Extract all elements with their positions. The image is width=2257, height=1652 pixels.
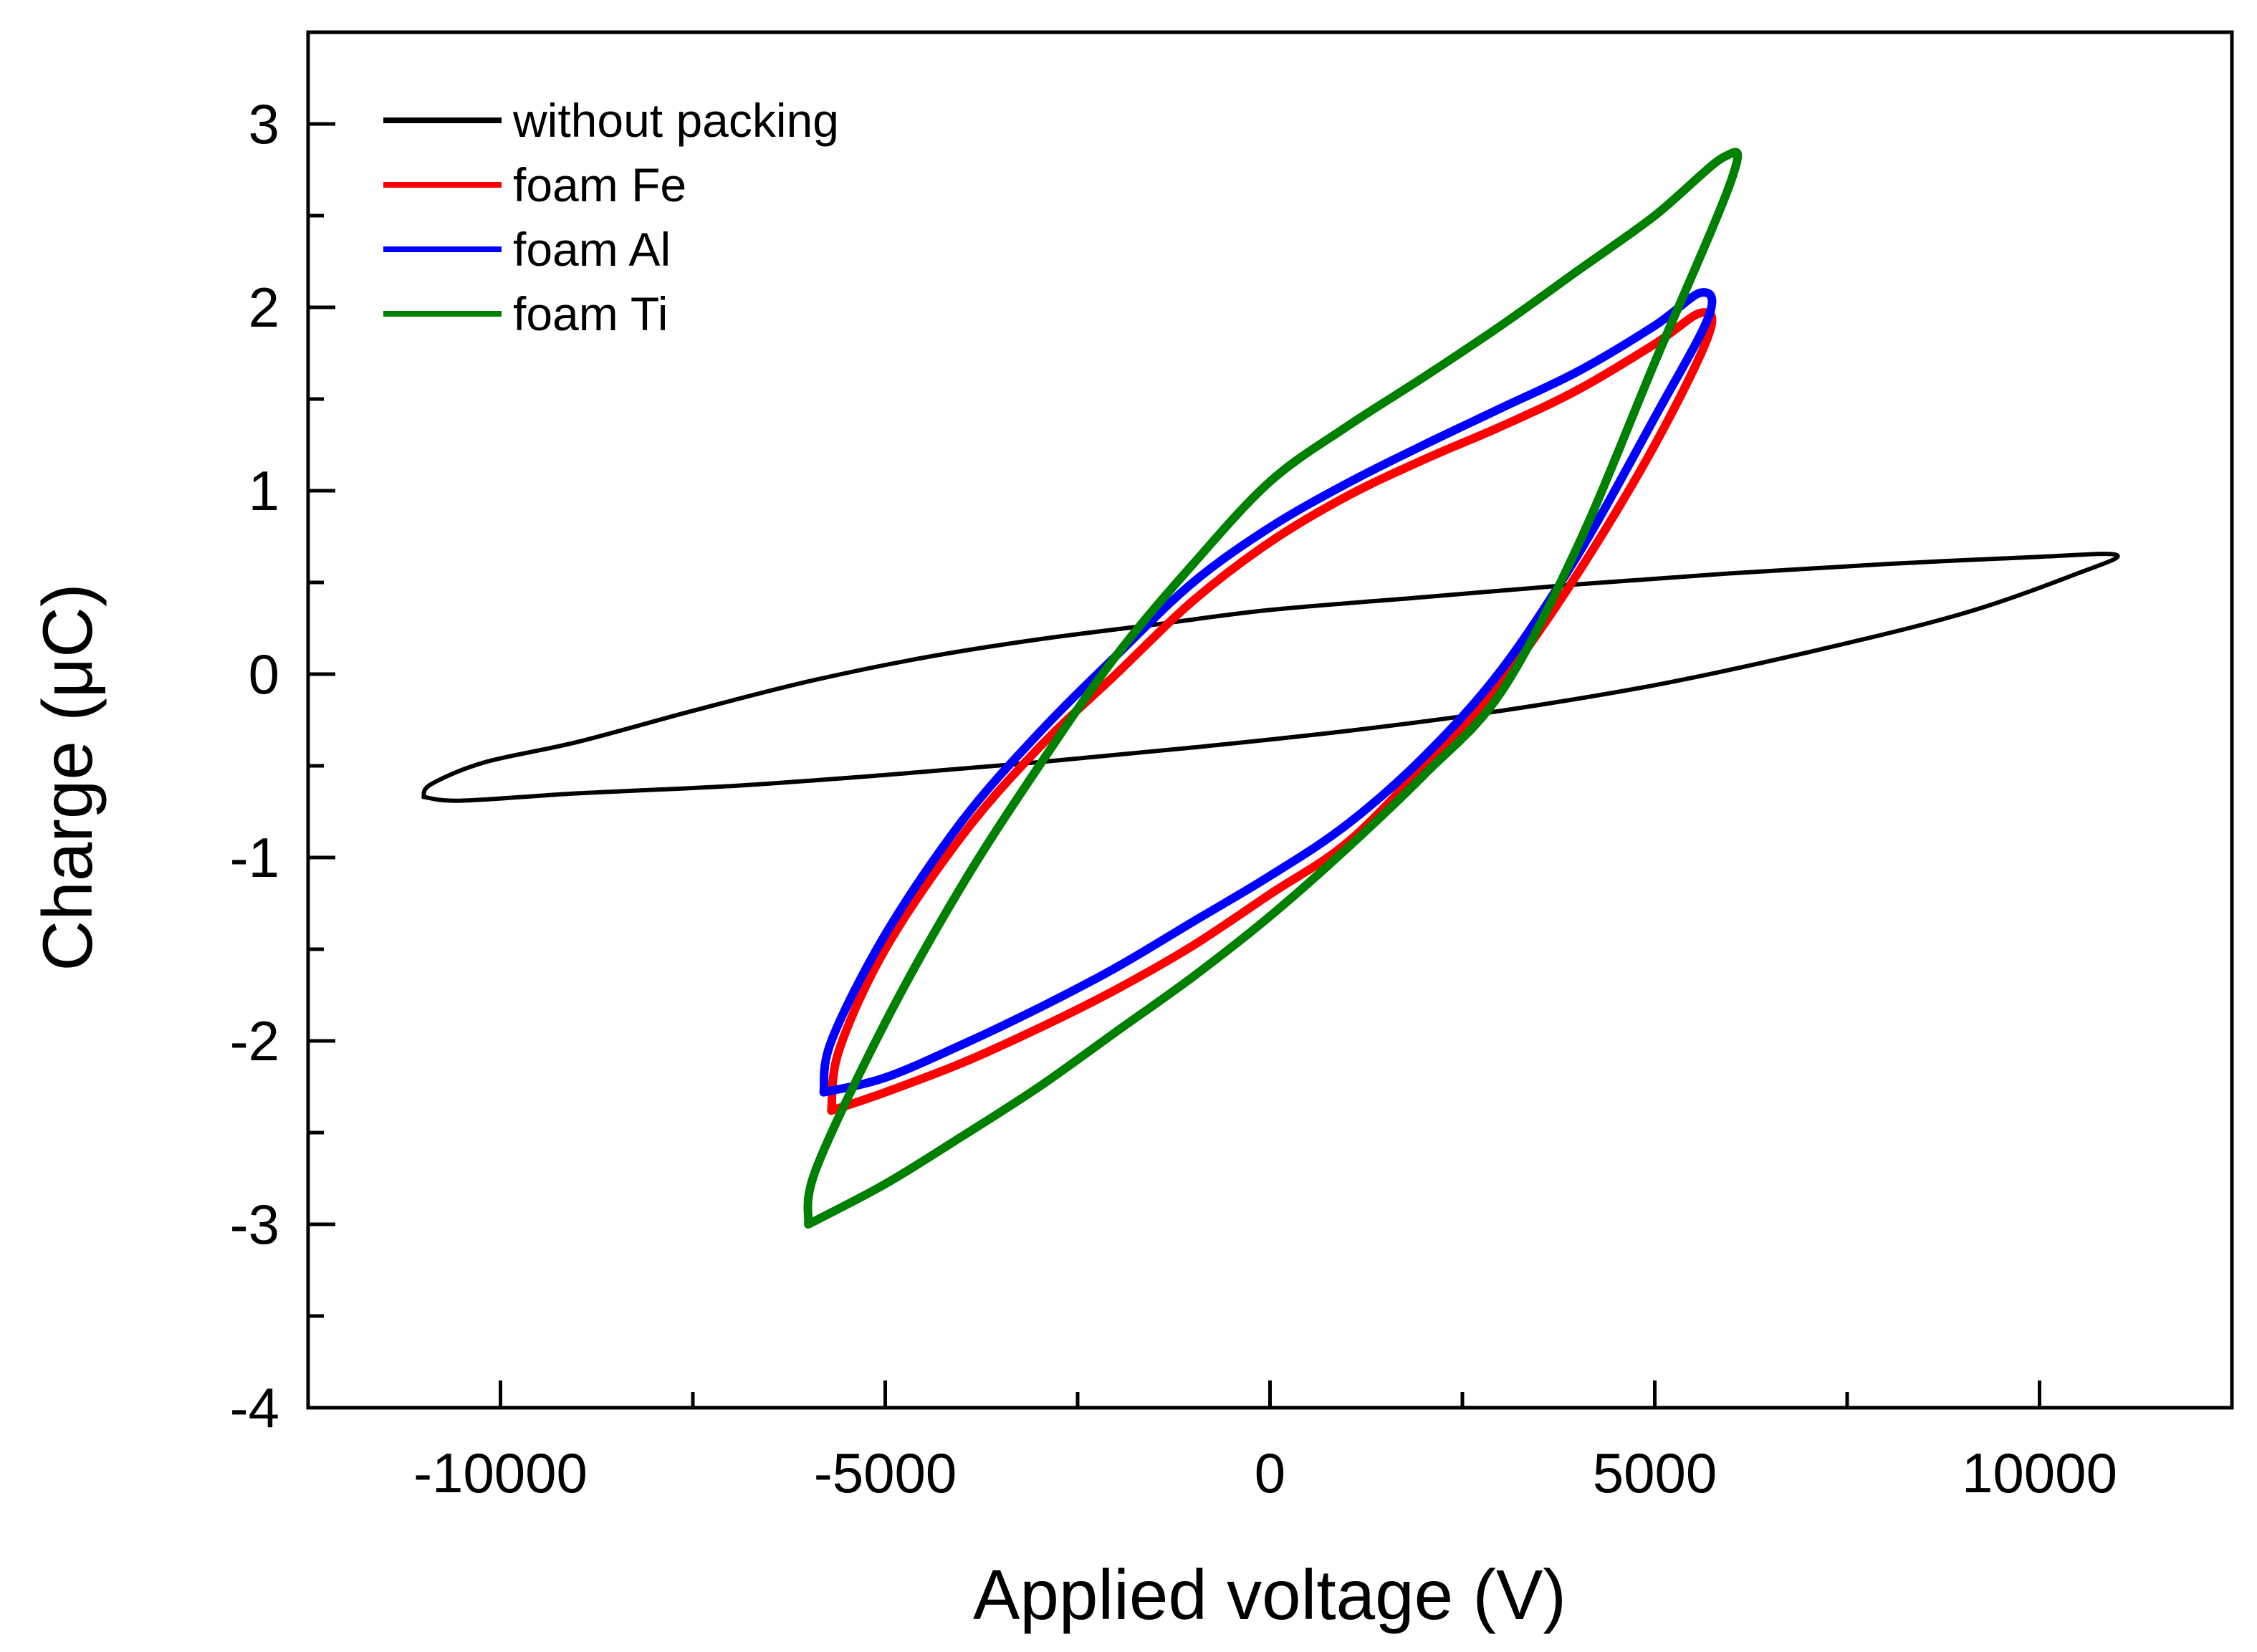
- series-line-without-packing: [421, 552, 2120, 803]
- y-axis-title: Charge (μC): [28, 583, 107, 971]
- y-tick-label: -4: [230, 1376, 279, 1439]
- y-axis: -4 -3 -2 -1 0 1 2 3: [230, 30, 335, 1439]
- legend-label: without packing: [512, 94, 839, 147]
- y-tick-label: -2: [230, 1009, 279, 1072]
- x-axis-title: Applied voltage (V): [973, 1555, 1566, 1634]
- x-tick-label: -10000: [413, 1441, 588, 1504]
- y-tick-label: -3: [230, 1193, 279, 1256]
- x-tick-label: 5000: [1593, 1441, 1717, 1504]
- legend-label: foam Fe: [513, 158, 686, 211]
- x-axis: -10000 -5000 0 5000 10000: [306, 1380, 2234, 1504]
- y-tick-label: 3: [249, 92, 279, 155]
- y-tick-label: -1: [230, 826, 279, 889]
- x-tick-label: 0: [1255, 1441, 1285, 1504]
- legend: without packing foam Fe foam Al foam Ti: [383, 94, 839, 340]
- legend-label: foam Al: [513, 223, 671, 276]
- x-tick-label: -5000: [814, 1441, 957, 1504]
- series-line-foam-al: [819, 288, 1717, 1097]
- series-layer: [421, 148, 2120, 1229]
- series-line-foam-fe: [827, 308, 1717, 1115]
- x-tick-label: 10000: [1962, 1441, 2117, 1504]
- y-tick-label: 2: [249, 276, 279, 339]
- y-tick-label: 0: [249, 643, 279, 706]
- y-tick-label: 1: [249, 459, 279, 522]
- series-line-foam-ti: [803, 148, 1743, 1229]
- legend-label: foam Ti: [513, 287, 668, 340]
